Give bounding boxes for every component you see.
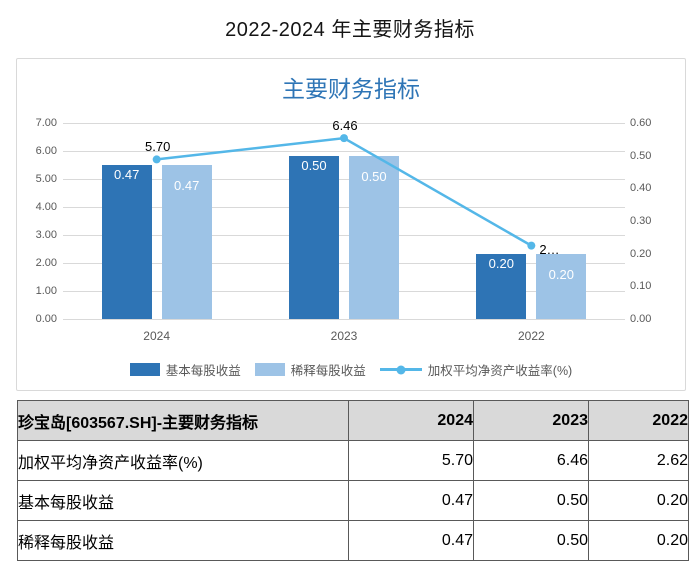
bar-label-basic-eps-2024: 0.47 [114,167,140,183]
value-cell: 0.20 [588,480,689,521]
line-label-2022: 2… [539,241,560,257]
y-axis-tick-right: 0.10 [630,280,652,293]
line-label-2023: 6.46 [332,118,358,134]
legend-line-roe-icon [379,365,422,374]
value-cell: 0.47 [348,480,474,521]
gridline [63,319,625,320]
legend-label-basic-eps: 基本每股收益 [165,364,241,378]
legend-label-roe: 加权平均净资产收益率(%) [427,364,573,378]
table-header-2024: 2024 [348,400,474,441]
x-axis-label-2023: 2023 [330,329,358,343]
table-header-2022: 2022 [588,400,689,441]
value-cell: 0.50 [473,480,589,521]
y-axis-tick-left: 1.00 [35,285,57,297]
table-row-basic-eps: 基本每股收益 0.47 0.50 0.20 [17,480,689,521]
bar-label-diluted-eps-2022: 0.20 [548,266,574,282]
chart-title: 主要财务指标 [282,76,420,102]
value-cell: 5.70 [348,440,474,481]
roe-line-marker-2022 [527,241,536,250]
row-label: 基本每股收益 [17,480,349,521]
legend-line-dot-icon [396,365,406,374]
roe-line [156,136,532,247]
y-axis-tick-left: 2.00 [35,257,57,269]
y-axis-tick-right: 0.60 [630,117,652,129]
table-header-2023: 2023 [473,400,589,441]
value-cell: 6.46 [473,440,589,481]
row-label: 稀释每股收益 [17,520,349,561]
y-axis-tick-right: 0.50 [630,149,652,162]
legend-swatch-basic-eps-icon [129,363,160,376]
legend-swatch-diluted-eps-icon [254,363,285,376]
row-label: 加权平均净资产收益率(%) [17,440,349,481]
financial-table: 珍宝岛[603567.SH]-主要财务指标 2024 2023 2022 加权平… [17,400,689,561]
y-axis-tick-right: 0.30 [630,215,652,227]
y-axis-tick-left: 6.00 [35,145,57,157]
plot-area: 0.00 1.00 2.00 3.00 4.00 5.00 6.00 7.00 0.00 0.10… [17,59,685,390]
y-axis-tick-left: 7.00 [35,117,57,129]
bar-basic-eps-2022 [476,253,527,319]
chart-card: 主要财务指标 0.00 1.00 2.00 3.00 4.00 5.00 6.00 7.00 0… [16,58,686,391]
legend-label-diluted-eps: 稀释每股收益 [290,364,366,378]
value-cell: 0.47 [348,520,474,561]
value-cell: 0.50 [473,520,589,561]
gridline [63,263,625,264]
line-label-2024: 5.70 [145,139,171,155]
legend-item-basic-eps: 基本每股收益 [129,360,241,379]
y-axis-tick-left: 0.00 [35,313,57,325]
table-row-diluted-eps: 稀释每股收益 0.47 0.50 0.20 [17,520,689,561]
bar-label-diluted-eps-2023: 0.50 [361,168,387,184]
roe-line-marker-2023 [340,134,348,143]
y-axis-tick-left: 4.00 [35,201,57,213]
value-cell: 0.20 [588,520,689,561]
y-axis-tick-right: 0.20 [630,247,652,260]
gridline [63,291,625,292]
bar-label-basic-eps-2023: 0.50 [301,157,327,173]
bar-basic-eps-2024 [101,165,152,319]
bar-label-diluted-eps-2024: 0.47 [174,178,200,194]
y-axis-tick-left: 3.00 [35,229,57,241]
roe-line-marker-2024 [152,155,161,164]
bar-basic-eps-2023 [289,155,339,319]
chart-legend: 基本每股收益 稀释每股收益 加权平均净资产收益率(%) [17,360,685,379]
page-title: 2022-2024 年主要财务指标 [225,19,475,41]
y-axis-tick-left: 5.00 [35,173,57,185]
legend-item-diluted-eps: 稀释每股收益 [254,360,366,379]
value-cell: 2.62 [588,440,689,481]
table-row-roe: 加权平均净资产收益率(%) 5.70 6.46 2.62 [17,440,689,481]
legend-item-roe: 加权平均净资产收益率(%) [379,360,573,379]
gridline [63,123,625,124]
x-axis-label-2022: 2022 [517,329,545,343]
y-axis-tick-right: 0.00 [630,313,652,325]
y-axis-tick-right: 0.40 [630,182,652,195]
bar-label-basic-eps-2022: 0.20 [488,255,514,271]
x-axis-label-2024: 2024 [143,329,170,343]
table-header-row: 珍宝岛[603567.SH]-主要财务指标 2024 2023 2022 [17,400,689,441]
table-title-cell: 珍宝岛[603567.SH]-主要财务指标 [17,400,349,441]
bar-diluted-eps-2022 [536,253,587,319]
